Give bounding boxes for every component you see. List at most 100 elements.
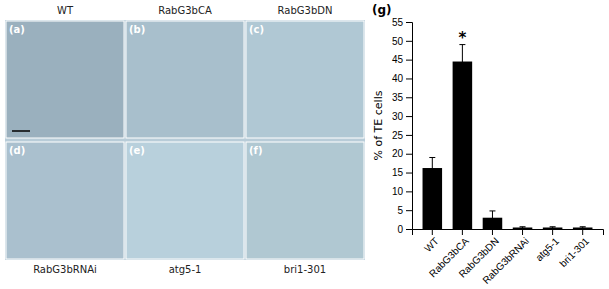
image-panel (126, 142, 244, 259)
tick-label: 25 (392, 130, 404, 141)
image-panel (6, 21, 124, 138)
y-tick: 40 (392, 73, 412, 84)
error-cap (489, 224, 495, 225)
y-tick: 15 (392, 167, 412, 178)
panel-sublabel: (e) (129, 145, 145, 156)
tick-mark (432, 229, 433, 235)
tick-label: 55 (392, 17, 404, 28)
tick-label: 35 (392, 92, 404, 103)
tick-label: RabG3bRNAi (480, 235, 531, 286)
tick-label: 5 (397, 205, 403, 216)
error-bar (520, 227, 526, 229)
error-cap (580, 226, 586, 227)
panel-label: (g) (372, 3, 392, 17)
y-tick: 5 (397, 205, 412, 216)
error-cap (550, 226, 556, 227)
error-line (462, 45, 463, 79)
tick-mark (492, 229, 493, 235)
image-panel (246, 142, 364, 259)
tick-mark (406, 154, 412, 155)
tick-label: WT (422, 235, 441, 254)
y-axis: 0 5 10 15 20 25 30 35 40 45 50 55 (392, 17, 413, 235)
tick-label: 40 (392, 73, 404, 84)
tick-label: atg5-1 (533, 235, 561, 263)
panel-caption: WT (57, 5, 74, 16)
bar (543, 227, 563, 229)
error-cap (550, 228, 556, 229)
y-tick: 25 (392, 130, 412, 141)
tick-mark (406, 210, 412, 211)
error-cap (429, 157, 435, 158)
error-bar (550, 227, 556, 229)
panel-caption: RabG3bDN (278, 5, 333, 16)
y-tick: 55 (392, 17, 412, 28)
tick-mark (462, 229, 463, 235)
tick-mark (406, 97, 412, 98)
error-cap (520, 228, 526, 229)
y-tick: 30 (392, 111, 412, 122)
tick-mark (406, 60, 412, 61)
tick-mark (522, 229, 523, 235)
panel-caption: atg5-1 (169, 264, 202, 275)
x-axis: WTRabG3bCARabG3bDNRabG3bRNAiatg5-1bri1-3… (413, 229, 604, 286)
panel-sublabel: (d) (9, 145, 25, 156)
panel-sublabel: (b) (129, 24, 145, 35)
y-tick: 10 (392, 186, 412, 197)
tick-label: 10 (392, 186, 404, 197)
chart: (a) WT (b) RabG3bCA (c) RabG3bDN (d) RabG3bRNAi… (0, 0, 609, 289)
annotation: * (458, 29, 466, 47)
bar (453, 62, 473, 229)
tick-label: 20 (392, 148, 404, 159)
y-tick: 20 (392, 148, 412, 159)
tick-mark (406, 41, 412, 42)
error-bar (429, 157, 435, 178)
image-panel (246, 21, 364, 138)
y-axis-label: % of TE cells (372, 90, 385, 160)
error-bar (459, 45, 465, 79)
tick-mark (406, 229, 412, 230)
panel-caption: RabG3bRNAi (33, 264, 97, 275)
error-cap (489, 210, 495, 211)
tick-label: 0 (397, 224, 403, 235)
tick-label: bri1-301 (557, 235, 591, 269)
y-tick: 0 (397, 224, 412, 235)
tick-mark (406, 116, 412, 117)
x-tick: WT (422, 229, 441, 254)
tick-mark (406, 191, 412, 192)
panel-sublabel: (f) (249, 145, 263, 156)
error-cap (520, 226, 526, 227)
axis-line (406, 23, 413, 230)
tick-mark (582, 229, 583, 235)
tick-mark (406, 78, 412, 79)
y-tick: 50 (392, 36, 412, 47)
panel-sublabel: (a) (9, 24, 25, 35)
error-cap (580, 228, 586, 229)
bar (513, 227, 533, 229)
x-tick: atg5-1 (533, 229, 561, 263)
tick-mark (406, 22, 412, 23)
error-bar (489, 211, 495, 225)
tick-label: 15 (392, 167, 404, 178)
tick-mark (406, 135, 412, 136)
panel-caption: RabG3bCA (158, 5, 212, 16)
error-line (432, 157, 433, 178)
error-cap (459, 78, 465, 79)
axis-line (413, 230, 604, 236)
error-line (492, 211, 493, 225)
bar-chart: 0 5 10 15 20 25 30 35 40 45 50 55 WTRabG3bCARabG3bDN… (392, 17, 604, 286)
image-panel (126, 21, 244, 138)
panel-caption: bri1-301 (284, 264, 326, 275)
error-cap (429, 178, 435, 179)
tick-label: 50 (392, 36, 404, 47)
tick-label: 45 (392, 54, 404, 65)
bar (573, 227, 593, 229)
tick-label: 30 (392, 111, 404, 122)
tick-mark (552, 229, 553, 235)
panel-sublabel: (c) (249, 24, 264, 35)
x-tick: RabG3bRNAi (480, 229, 531, 286)
marks (423, 45, 593, 229)
image-panel (6, 142, 124, 259)
error-bar (580, 227, 586, 229)
y-tick: 35 (392, 92, 412, 103)
tick-mark (406, 173, 412, 174)
